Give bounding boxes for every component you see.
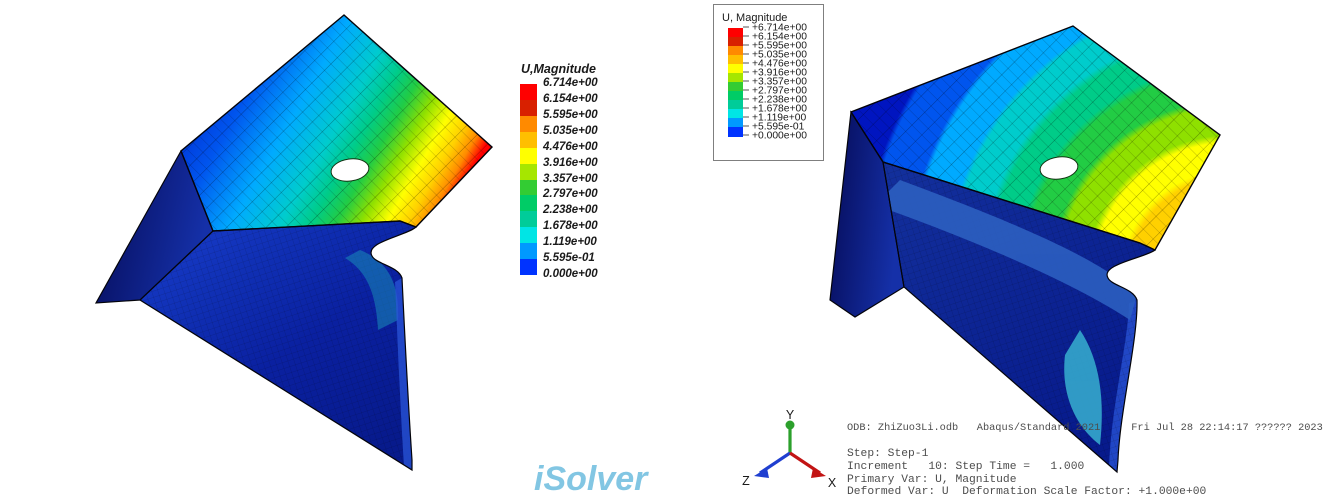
svg-text:X: X <box>828 476 837 490</box>
svg-text:Z: Z <box>742 474 750 488</box>
svg-text:Y: Y <box>786 408 795 422</box>
